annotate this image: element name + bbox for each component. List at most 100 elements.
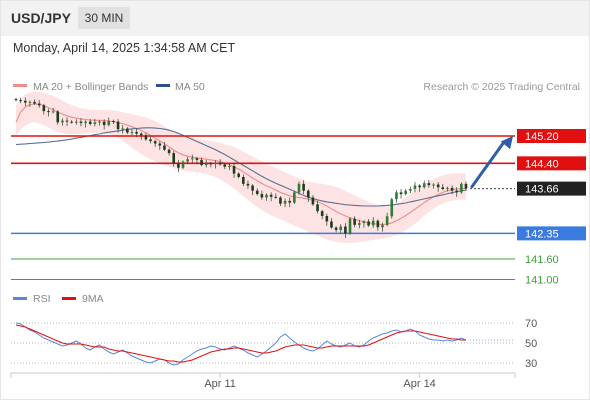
candle — [339, 226, 343, 230]
candle — [75, 121, 78, 123]
support-tag — [517, 226, 586, 241]
candle — [242, 177, 245, 184]
candle — [320, 211, 324, 216]
rsi-ma-legend-label: 9MA — [82, 293, 104, 305]
x-axis: Apr 11 Apr 14 — [10, 372, 516, 390]
candle — [56, 111, 60, 123]
current-price-label: 143.66 — [525, 184, 559, 196]
candle — [306, 190, 310, 198]
rsi-ma-line — [15, 324, 466, 363]
candle — [200, 159, 203, 166]
rsi-legend-label: RSI — [33, 293, 51, 305]
support-label: 142.35 — [525, 228, 559, 240]
candle — [302, 183, 305, 191]
rsi-tick-label: 30 — [525, 358, 537, 370]
ma20-legend-label: MA 20 + Bollinger Bands — [33, 81, 148, 93]
timeframe-badge[interactable]: 30 MIN — [78, 7, 130, 29]
forecast-arrow-group — [470, 136, 513, 189]
candle — [376, 220, 380, 228]
candle — [153, 141, 157, 144]
candle — [353, 218, 356, 225]
chart-datetime: Monday, April 14, 2025 1:34:58 AM CET — [13, 41, 236, 55]
candle — [42, 105, 46, 112]
candle — [102, 121, 106, 126]
candle — [232, 166, 236, 174]
candle — [311, 197, 315, 205]
candle — [293, 192, 296, 203]
symbol-label: USD/JPY — [11, 10, 71, 26]
candle — [288, 200, 292, 203]
candle — [65, 120, 69, 122]
candle — [177, 163, 180, 168]
x-tick-label: Apr 14 — [403, 378, 435, 390]
candle — [422, 183, 426, 188]
x-tick-label: Apr 11 — [204, 378, 236, 390]
main-legend: MA 20 + Bollinger Bands MA 50 Research ©… — [13, 81, 580, 93]
candle — [362, 221, 366, 224]
candle — [432, 184, 435, 186]
candle — [395, 192, 398, 200]
candle — [186, 159, 189, 162]
candle — [265, 194, 268, 198]
resistance-tag — [517, 129, 586, 143]
ma20-line — [15, 103, 467, 226]
candle — [116, 121, 120, 130]
candle — [79, 121, 83, 124]
candle — [149, 139, 152, 142]
candle — [464, 183, 468, 189]
candle — [112, 120, 115, 122]
candle — [223, 164, 227, 167]
candle — [181, 161, 185, 168]
candle — [409, 188, 412, 191]
candle — [130, 131, 134, 133]
candle — [218, 162, 222, 165]
candle — [139, 133, 143, 136]
candle — [84, 121, 87, 124]
current-price-tag — [517, 181, 586, 196]
candle — [158, 143, 162, 146]
candle — [255, 190, 259, 195]
candle — [330, 221, 333, 228]
candle — [23, 100, 27, 103]
candle — [334, 227, 338, 230]
candle — [70, 121, 73, 123]
candle — [279, 197, 282, 204]
candle — [283, 200, 287, 204]
candle — [427, 183, 431, 186]
candle — [348, 218, 352, 234]
candle — [172, 153, 176, 164]
rsi-panel: 70 50 30 — [11, 318, 537, 370]
candle — [167, 149, 171, 154]
candle — [195, 158, 199, 160]
rsi-tick-label: 50 — [525, 338, 537, 350]
credit-text: Research © 2025 Trading Central — [423, 81, 580, 93]
candle — [246, 183, 250, 186]
candle — [436, 184, 440, 188]
candle — [47, 111, 50, 113]
resistance-tag — [517, 156, 586, 171]
candle — [446, 187, 449, 189]
candle — [37, 103, 41, 106]
resistance-label: 144.40 — [525, 158, 559, 170]
candle — [381, 224, 384, 228]
forecast-arrow-shaft — [470, 140, 506, 189]
candle — [460, 183, 463, 193]
minor-support-label: 141.00 — [525, 275, 559, 287]
candle — [316, 204, 319, 212]
candle — [209, 163, 213, 165]
candle — [269, 194, 273, 197]
rsi-line — [15, 322, 467, 366]
price-level-labels: 145.20 144.40 143.66 142.35 141.60 141.00 — [517, 129, 586, 287]
candles — [14, 97, 468, 238]
candle — [274, 196, 278, 198]
candle — [14, 99, 18, 101]
minor-support-label: 141.60 — [525, 254, 559, 266]
candle — [260, 194, 264, 198]
candle — [450, 187, 454, 191]
rsi-legend: RSI 9MA — [13, 293, 104, 305]
ma20-legend-swatch — [13, 84, 27, 87]
forecast-arrow-head — [500, 136, 513, 150]
candle — [367, 221, 370, 226]
instrument-header: USD/JPY 30 MIN — [0, 0, 590, 36]
